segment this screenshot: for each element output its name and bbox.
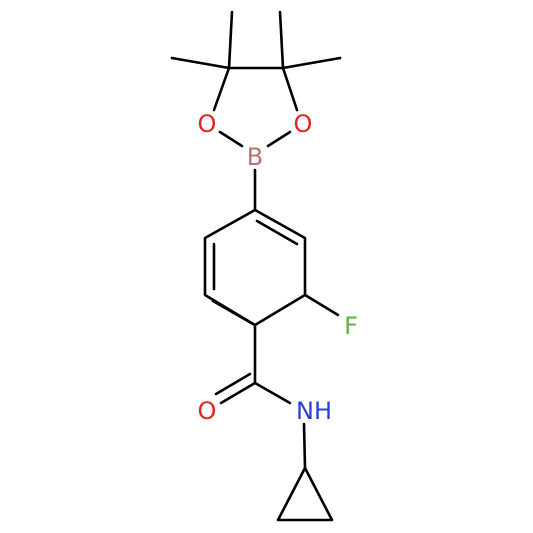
atom-label: O (198, 397, 217, 425)
bonds (170, 10, 342, 522)
atom-label: NH (296, 397, 332, 425)
atom-label: F (344, 312, 358, 340)
atom-label: B (247, 143, 263, 171)
atom-label: O (198, 110, 217, 138)
atom-labels: B O O F O NH (198, 110, 358, 425)
atom-label: O (294, 110, 313, 138)
